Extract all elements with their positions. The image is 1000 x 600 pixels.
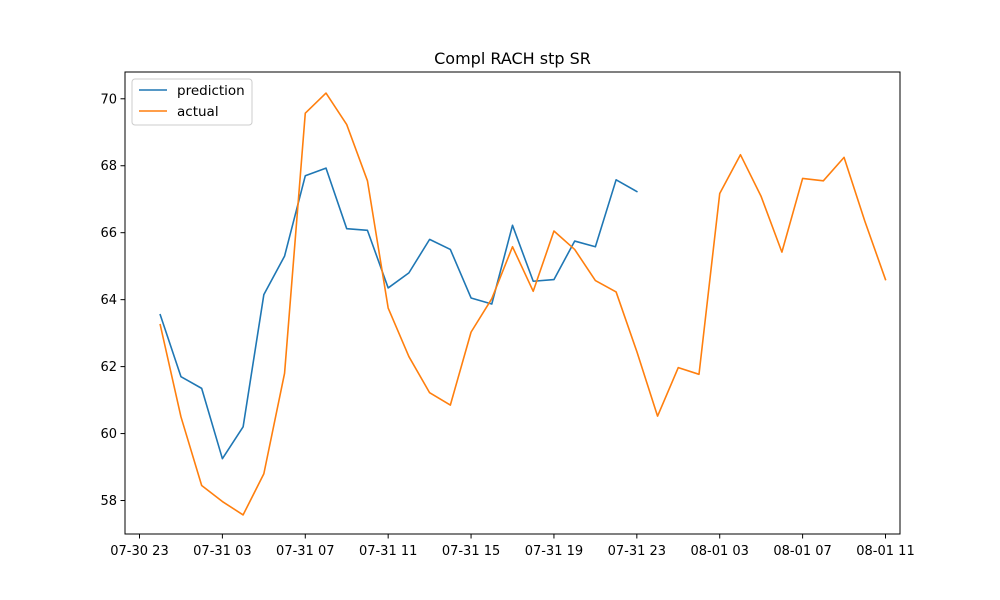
x-tick-label: 07-30 23 [110,544,168,559]
y-axis: 58 60 62 64 66 68 70 [100,92,125,509]
y-tick-label: 70 [100,92,117,107]
plot-frame [124,71,901,535]
legend-label-prediction: prediction [177,83,245,99]
plot-area: 07-30 23 07-31 03 07-31 07 07-31 11 07-31 15… [100,71,915,559]
x-tick-label: 07-31 03 [193,544,251,559]
x-axis: 07-30 23 07-31 03 07-31 07 07-31 11 07-31 15… [110,534,915,559]
series-layer [159,92,887,516]
legend-label-actual: actual [177,104,219,120]
x-tick-label: 08-01 07 [773,544,831,559]
y-tick-label: 58 [100,494,117,509]
y-tick-label: 68 [100,159,117,174]
x-tick-label: 07-31 19 [525,544,583,559]
legend: prediction actual [131,78,253,126]
y-tick-label: 62 [100,360,117,375]
x-tick-label: 07-31 07 [276,544,334,559]
y-tick-label: 64 [100,293,117,308]
y-tick-label: 66 [100,226,117,241]
series-line-actual [159,92,887,516]
x-tick-label: 08-01 11 [856,544,914,559]
legend-items: prediction actual [139,83,245,120]
x-tick-label: 08-01 03 [690,544,748,559]
y-tick-label: 60 [100,427,117,442]
series-line-prediction [159,167,638,460]
x-tick-label: 07-31 23 [608,544,666,559]
x-tick-label: 07-31 11 [359,544,417,559]
x-tick-label: 07-31 15 [442,544,500,559]
chart-title: Compl RACH stp SR [434,49,591,68]
